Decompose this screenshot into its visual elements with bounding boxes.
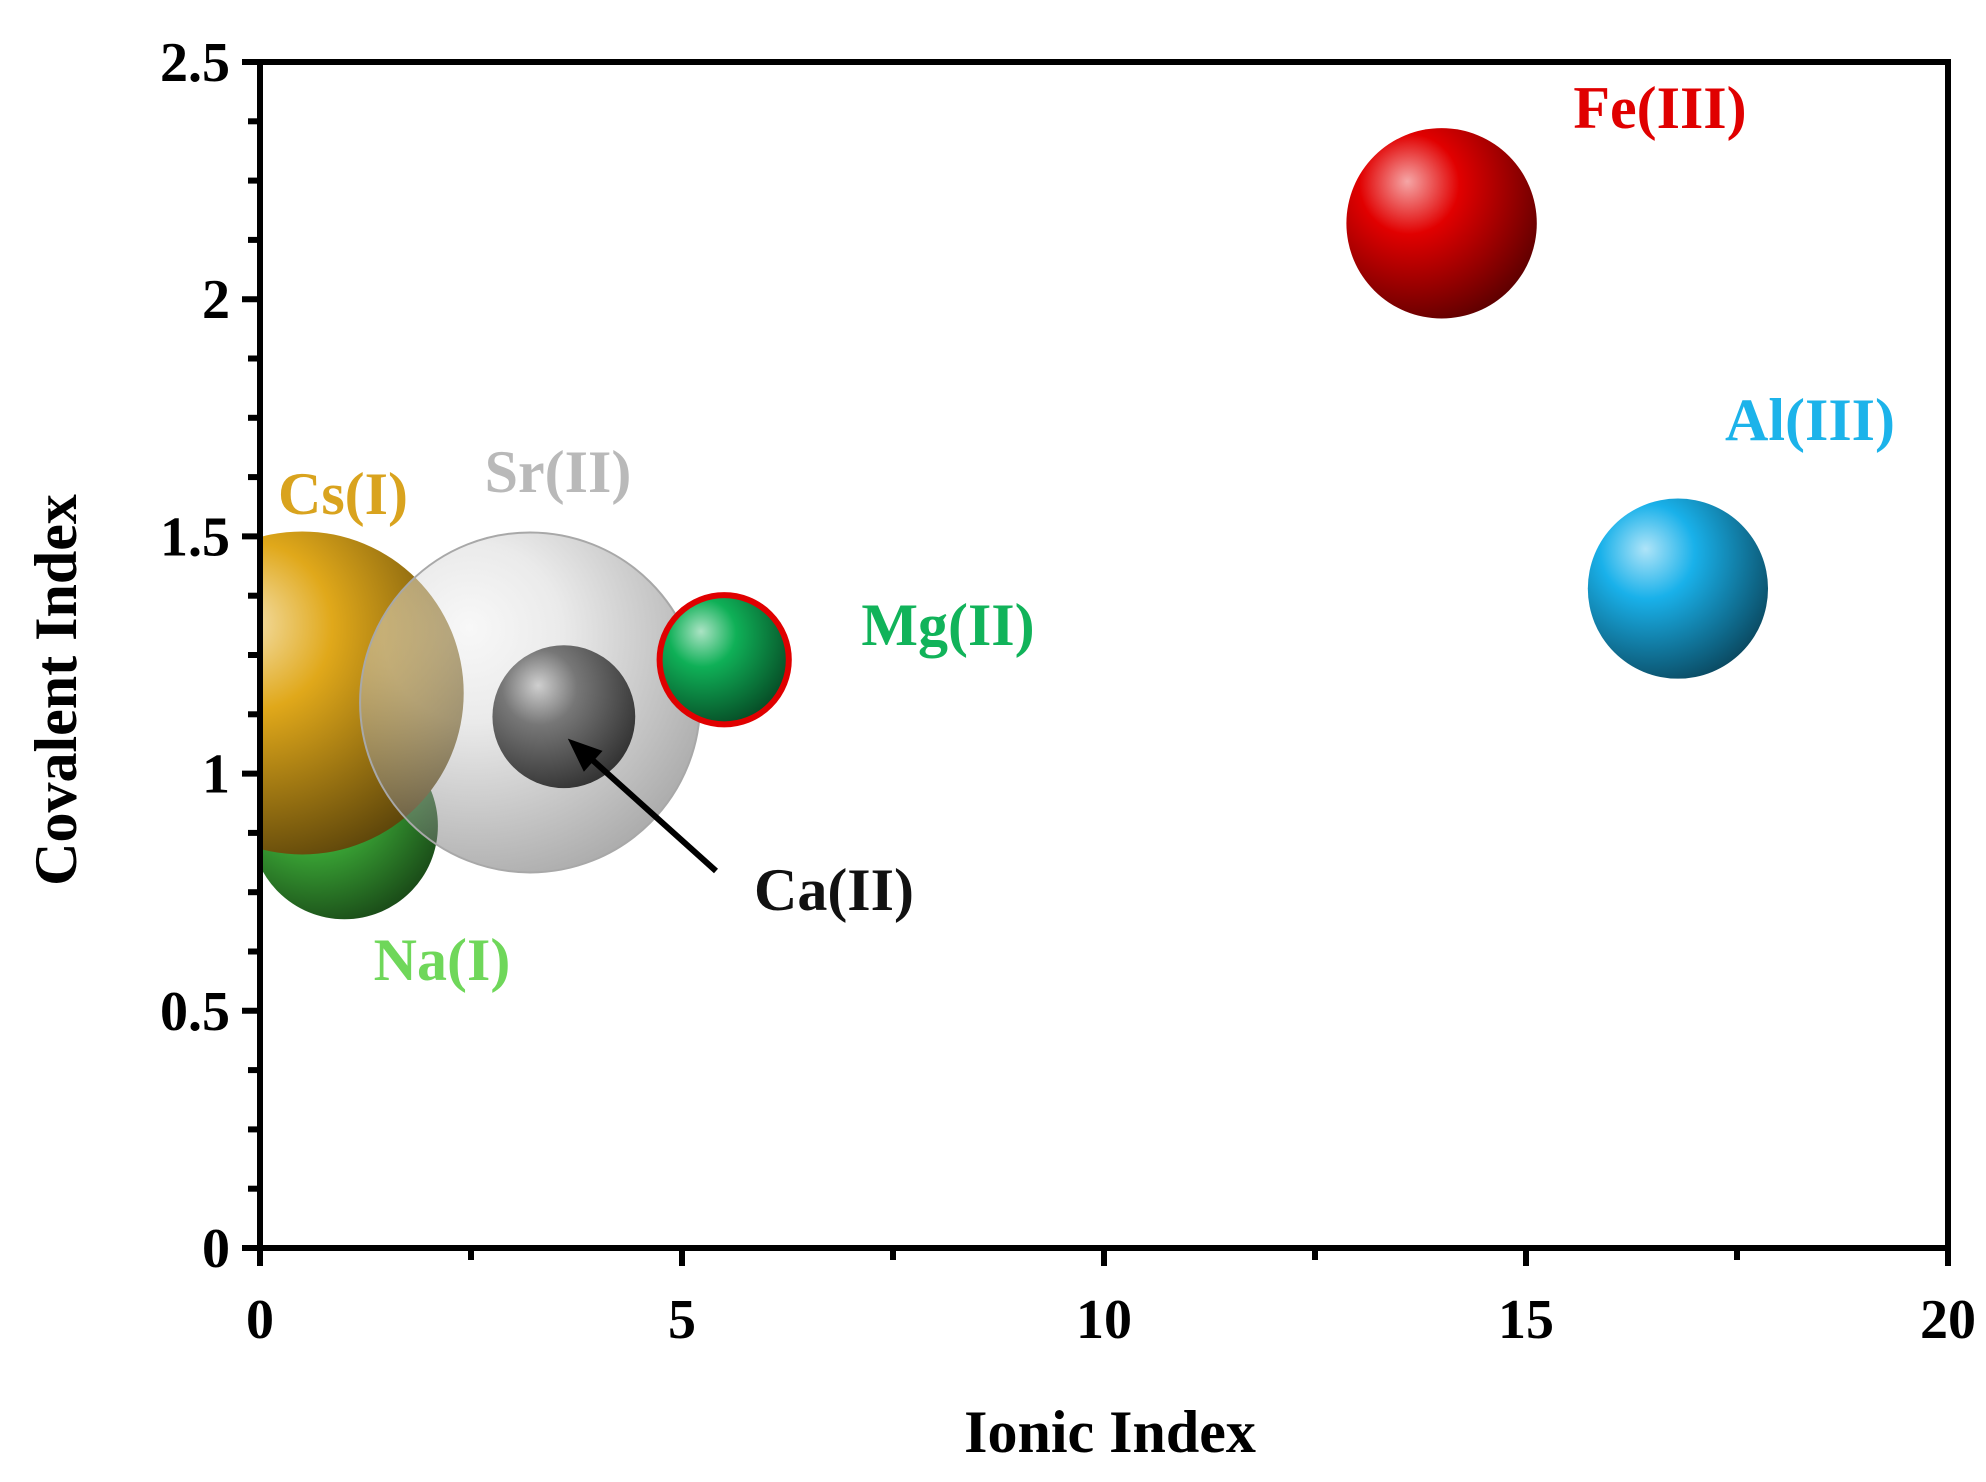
axes [242, 59, 1951, 1266]
y-tick-label: 2 [202, 269, 230, 331]
y-tick-label: 2.5 [160, 32, 230, 94]
x-tick-label: 15 [1498, 1289, 1554, 1351]
x-tick-label: 5 [668, 1289, 696, 1351]
bubble-al-iii [1587, 498, 1769, 679]
ca-arrow-head [567, 738, 603, 772]
point-label-ca-ii: Ca(II) [754, 857, 914, 923]
x-tick-label: 0 [246, 1289, 274, 1351]
x-tick-label: 20 [1920, 1289, 1976, 1351]
point-label-sr-ii: Sr(II) [485, 439, 632, 505]
point-label-fe-iii: Fe(III) [1573, 75, 1746, 141]
y-tick-label: 1.5 [160, 506, 230, 568]
tick-labels: 0 5 10 15 20 0 0.5 1 1.5 2 2.5 [160, 32, 1976, 1351]
point-label-na-i: Na(I) [374, 927, 511, 993]
y-tick-label: 1 [202, 744, 230, 806]
x-axis-title: Ionic Index [964, 1399, 1256, 1465]
y-tick-label: 0.5 [160, 981, 230, 1043]
bubble-layer [260, 128, 1769, 920]
ca-arrow-line [577, 746, 719, 874]
bubble-mg-ii [656, 592, 792, 728]
point-label-cs-i: Cs(I) [278, 461, 408, 527]
x-tick-label: 10 [1076, 1289, 1132, 1351]
y-tick-label: 0 [202, 1218, 230, 1280]
y-axis-title: Covalent Index [23, 494, 89, 886]
point-label-al-iii: Al(III) [1725, 387, 1895, 453]
bubble-fe-iii [1346, 128, 1537, 319]
annotation-layer: Na(I) Cs(I) Sr(II) Ca(II) Mg(II) Fe(III) Al(II… [278, 75, 1895, 993]
bubble-ca-ii [492, 645, 636, 789]
point-label-mg-ii: Mg(II) [861, 592, 1034, 658]
